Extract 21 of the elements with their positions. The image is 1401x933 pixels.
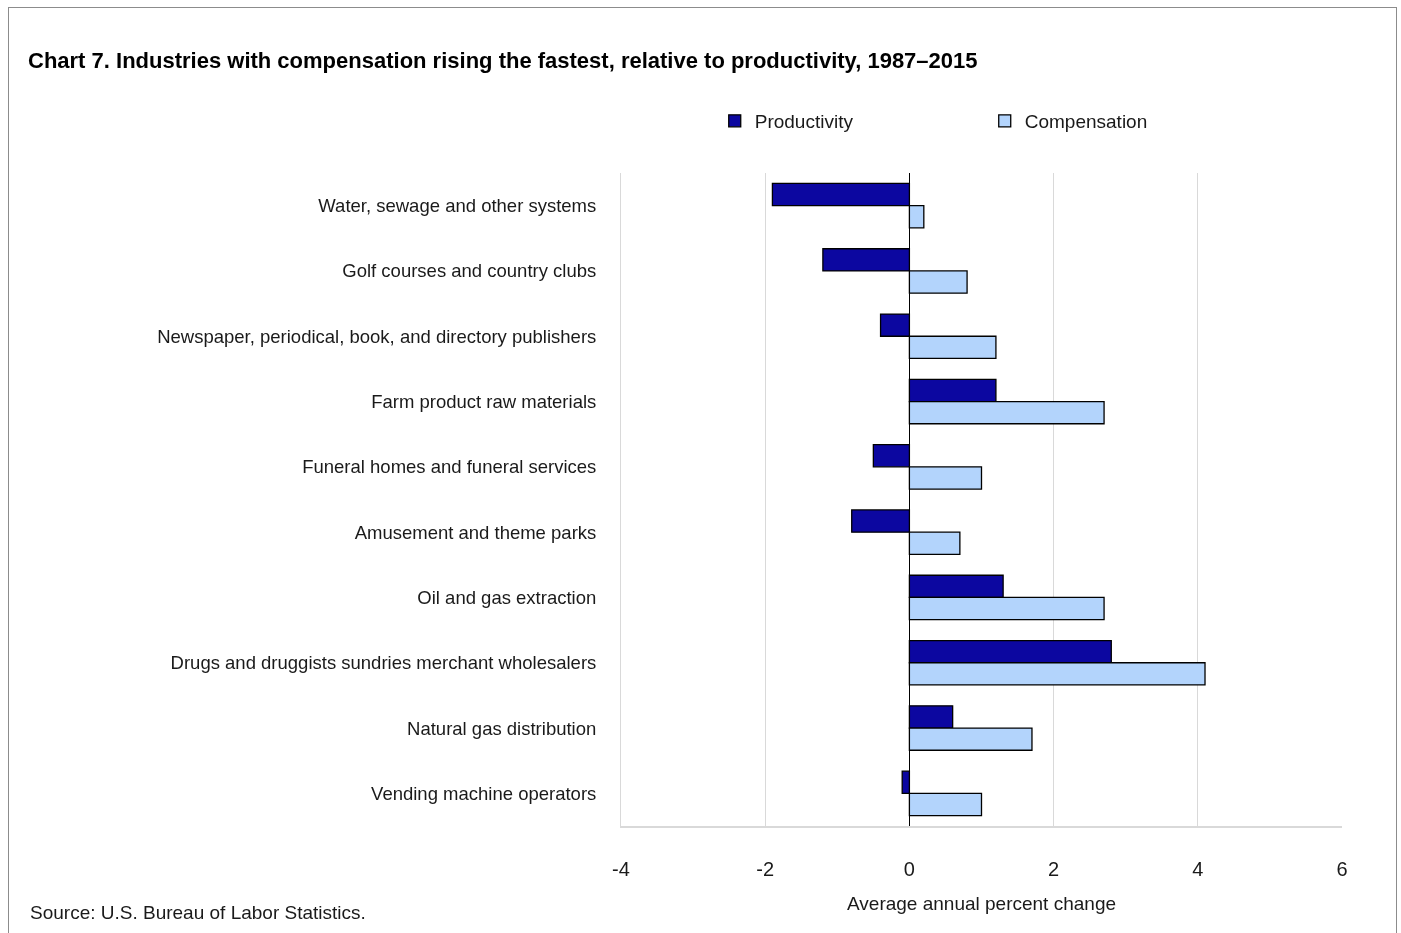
y-tick-label: Amusement and theme parks bbox=[354, 521, 597, 543]
x-tick-label: 2 bbox=[1048, 857, 1060, 880]
y-tick-label: Farm product raw materials bbox=[371, 391, 597, 413]
legend-label: Productivity bbox=[754, 111, 854, 133]
x-tick-label: 6 bbox=[1336, 857, 1348, 880]
x-tick-label: 4 bbox=[1192, 857, 1204, 880]
x-tick-label: 0 bbox=[903, 857, 915, 880]
y-tick-label: Water, sewage and other systems bbox=[318, 195, 597, 217]
y-tick-label: Newspaper, periodical, book, and directory publishers bbox=[157, 325, 597, 347]
chart-title: Chart 7. Industries with compensation rising the fastest, relative to productivity, 1987–2015 bbox=[28, 47, 978, 73]
x-tick-label: -2 bbox=[756, 857, 775, 880]
source-note: Source: U.S. Bureau of Labor Statistics. bbox=[30, 902, 366, 923]
x-axis-title: Average annual percent change bbox=[846, 893, 1117, 915]
y-tick-label: Vending machine operators bbox=[371, 782, 597, 804]
y-tick-label: Golf courses and country clubs bbox=[342, 260, 597, 282]
x-tick-label: -4 bbox=[612, 857, 630, 880]
y-tick-label: Drugs and druggists sundries merchant wholesalers bbox=[170, 652, 597, 674]
legend-label: Compensation bbox=[1024, 111, 1148, 133]
y-tick-label: Natural gas distribution bbox=[407, 717, 597, 739]
y-tick-label: Oil and gas extraction bbox=[417, 586, 597, 608]
y-tick-label: Funeral homes and funeral services bbox=[302, 456, 597, 478]
